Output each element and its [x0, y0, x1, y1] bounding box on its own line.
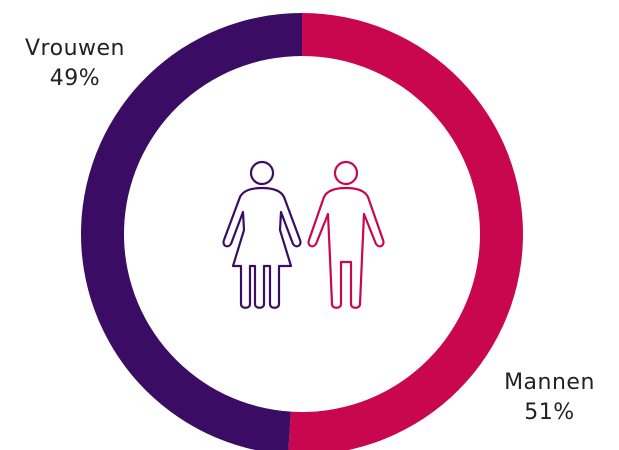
label-vrouwen: Vrouwen 49% — [0, 34, 150, 94]
label-mannen-value: 51% — [524, 400, 575, 425]
label-mannen-name: Mannen — [504, 370, 595, 395]
woman-icon — [222, 160, 302, 309]
label-mannen: Mannen 51% — [480, 368, 619, 428]
man-icon — [307, 160, 385, 309]
label-vrouwen-name: Vrouwen — [25, 36, 125, 61]
donut-slices — [80, 13, 523, 450]
slice-mannen — [288, 13, 523, 450]
slice-vrouwen — [80, 13, 302, 450]
label-vrouwen-value: 49% — [49, 66, 101, 91]
